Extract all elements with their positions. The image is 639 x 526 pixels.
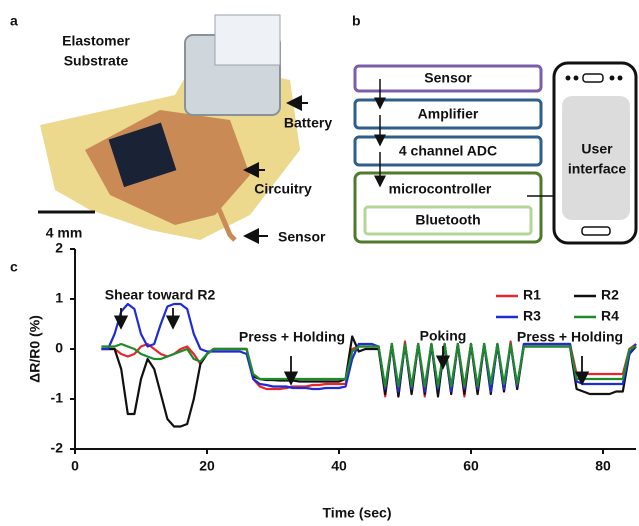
phone-label: interface [568,161,627,177]
figure: a Elastomer Substrate Battery Circuitry … [0,0,639,526]
y-tick-label: 0 [55,340,63,356]
panel-letter: c [10,259,18,275]
battery-label: Battery [284,115,332,131]
legend-label: R2 [601,287,619,303]
circuitry-label: Circuitry [254,181,312,197]
panel-letter: b [352,13,361,29]
elastomer-label: Elastomer [62,33,130,49]
series-line [101,344,636,387]
y-axis-title: ΔR/R0 (%) [27,315,43,383]
x-tick-label: 40 [331,458,347,474]
x-tick-label: 60 [463,458,479,474]
elastomer-label: Substrate [64,53,129,69]
annotation: Shear toward R2 [105,287,216,303]
panel-letter: a [10,13,18,29]
annotation: Press + Holding [239,329,345,345]
x-tick-label: 0 [71,458,79,474]
legend-label: R4 [601,308,619,324]
block-label: 4 channel ADC [399,143,497,159]
y-tick-label: -1 [51,390,64,406]
block-label: microcontroller [389,181,492,197]
y-tick-label: 2 [55,240,63,256]
legend-label: R1 [523,287,541,303]
sensor-label: Sensor [278,229,326,245]
annotation: Poking [420,328,467,344]
device-photo [40,15,300,240]
y-tick-label: -2 [51,440,64,456]
scale-label: 4 mm [46,225,83,241]
x-tick-label: 80 [595,458,611,474]
block-label: Amplifier [418,106,479,122]
x-tick-label: 20 [199,458,215,474]
block-label: Bluetooth [415,212,480,228]
annotation: Press + Holding [517,329,623,345]
block-label: Sensor [424,70,472,86]
y-tick-label: 1 [55,290,63,306]
x-axis-title: Time (sec) [323,505,392,521]
legend-label: R3 [523,308,541,324]
phone-label: User [581,141,613,157]
